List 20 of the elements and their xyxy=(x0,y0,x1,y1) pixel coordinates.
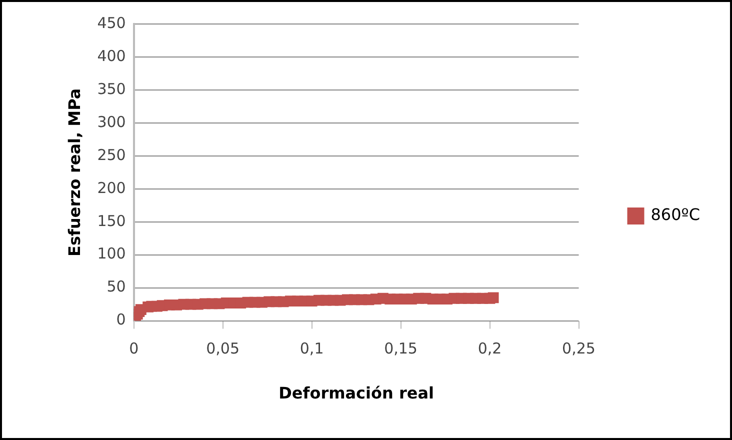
point xyxy=(488,292,499,304)
y-tick-label: 250 xyxy=(97,146,126,164)
legend-label: 860ºC xyxy=(650,205,700,224)
y-axis-title: Esfuerzo real, MPa xyxy=(64,88,84,256)
y-tick-label: 200 xyxy=(97,178,126,197)
y-tick-label: 150 xyxy=(97,212,126,230)
x-tick-label: 0,05 xyxy=(206,340,240,358)
y-tick-label: 0 xyxy=(116,310,126,329)
y-tick-label: 400 xyxy=(97,46,126,65)
x-tick-label: 0,15 xyxy=(384,340,418,358)
y-tick-label: 50 xyxy=(106,278,126,296)
y-tick-label: 450 xyxy=(97,14,126,32)
y-tick-label: 350 xyxy=(97,80,126,98)
y-tick-label: 300 xyxy=(97,112,126,131)
y-tick-label: 100 xyxy=(97,244,126,263)
x-tick-label: 0,1 xyxy=(300,340,324,358)
x-axis-title: Deformación real xyxy=(278,384,434,403)
x-tick-label: 0 xyxy=(129,340,139,358)
x-tick-label: 0,2 xyxy=(478,340,502,358)
x-tick-label: 0,25 xyxy=(562,340,596,358)
